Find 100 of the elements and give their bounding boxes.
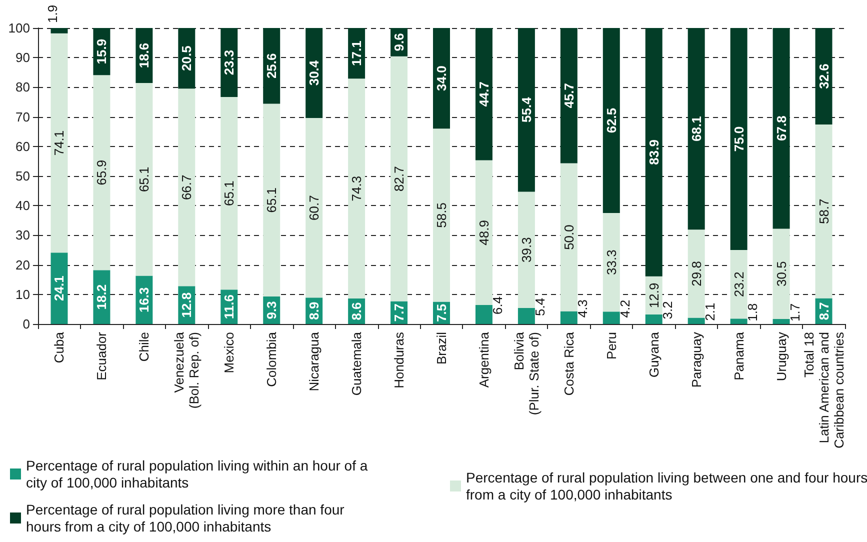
bar [730,28,748,250]
data-label: 7.5 [434,304,449,322]
bar [602,28,620,213]
bar [688,318,705,324]
bar [688,230,705,318]
x-tick-label: Panama [731,331,746,380]
data-label: 8.6 [349,302,364,320]
data-label: 9.6 [392,33,407,52]
bar [433,128,450,302]
data-label: 62.5 [604,108,619,134]
bar [50,252,68,324]
y-tick-label: 40 [16,198,30,214]
y-tick-label: 0 [22,316,30,332]
data-label: 50.0 [561,224,576,250]
data-label: 30.5 [774,261,789,286]
data-label: 74.1 [52,130,67,156]
x-tick-label: Bolivia (Plur. State of) [511,331,542,416]
data-label: 12.9 [646,282,662,308]
x-tick-label: Colombia [264,331,280,387]
bar [263,104,280,296]
data-label: 75.0 [731,126,746,152]
bar [560,28,578,164]
y-tick-label: 50 [16,168,30,184]
data-label: 2.1 [702,302,718,321]
data-label: 55.4 [518,96,534,122]
bar [306,118,323,298]
y-tick-label: 100 [8,20,30,36]
data-label: 17.1 [349,40,364,66]
data-label: 1.7 [787,303,802,322]
data-label: 44.7 [476,82,492,107]
x-tick-label: Total 18 Latin American and Caribbean countries [801,332,846,448]
bar [688,28,705,230]
data-label: 16.3 [136,287,152,313]
bar [772,228,790,319]
data-label: 1.9 [45,4,60,23]
x-tick-label: Uruguay [774,332,789,382]
y-tick-label: 20 [16,257,30,272]
x-tick-label: Cuba [52,331,67,364]
data-label: 15.9 [94,38,110,64]
data-label: 68.1 [688,116,704,142]
bar [602,312,620,324]
data-label: 30.4 [306,60,322,86]
bar [518,28,535,192]
x-tick-label: Argentina [476,331,492,388]
x-tick-label: Nicaragua [306,331,322,392]
data-label: 74.3 [349,176,364,202]
x-tick-label: Costa Rica [561,331,576,396]
data-label: 67.8 [774,116,789,141]
bar [815,28,832,124]
bar [518,308,535,324]
bar [178,88,196,286]
bar [645,314,662,324]
data-label: 18.2 [94,284,110,310]
legend-label: Percentage of rural population living between one and four hours from a city of 100,000 inhabitants [466,470,867,502]
data-label: 3.2 [660,301,675,320]
data-label: 58.5 [434,202,449,228]
data-label: 18.6 [136,42,152,68]
data-label: 48.9 [476,220,492,246]
x-tick-label: Peru [604,332,619,360]
bar [815,124,832,298]
data-label: 9.3 [264,301,280,320]
bar [136,83,153,276]
x-tick-label: Chile [136,332,152,362]
data-label: 33.3 [604,250,619,275]
data-label: 8.9 [306,302,322,320]
bar [306,28,323,118]
data-label: 32.6 [816,64,832,89]
bar [433,28,450,129]
x-tick-label: Venezuela (Bol. Rep. of) [172,331,202,409]
data-label: 23.2 [731,272,746,297]
bar [93,75,110,270]
data-label: 20.5 [179,46,194,71]
bar [475,160,492,306]
data-label: 7.7 [392,304,407,322]
data-label: 83.9 [646,140,662,165]
data-label: 60.7 [306,195,322,220]
y-tick-label: 30 [16,228,30,243]
data-label: 5.4 [532,298,548,316]
y-tick-label: 90 [16,50,30,66]
x-tick-label: Guatemala [349,331,364,396]
data-label: 1.8 [744,303,760,322]
bar [772,318,790,324]
data-label: 6.4 [490,296,505,315]
bar [475,28,492,160]
data-label: 24.1 [52,276,67,301]
bar [390,56,408,302]
data-label: 4.2 [617,300,632,318]
bar [263,28,280,104]
x-tick-label: Ecuador [94,331,110,380]
bar [518,192,535,308]
data-label: 65.1 [136,166,152,192]
bar [560,163,578,312]
legend-label: Percentage of rural population living more than four hours from a city of 100,000 inhabitants [26,502,348,534]
bar [772,28,790,229]
bar [348,78,366,299]
data-label: 8.7 [816,302,832,320]
data-label: 29.8 [688,261,704,286]
x-tick-label: Brazil [434,332,449,365]
bar [220,96,238,290]
bar [475,305,492,324]
